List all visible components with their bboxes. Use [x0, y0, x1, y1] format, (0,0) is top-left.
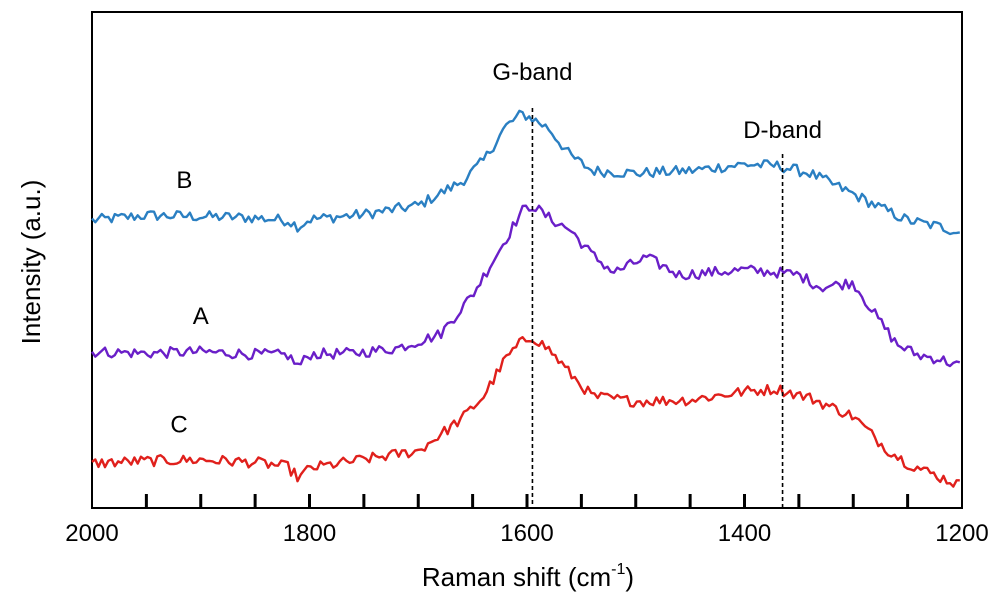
- x-tick-label: 1800: [283, 520, 336, 547]
- x-axis-label-end: ): [625, 562, 634, 592]
- plot-frame: [91, 11, 963, 509]
- x-tick-label: 1600: [500, 520, 553, 547]
- x-axis-label-main: Raman shift (cm: [422, 562, 611, 592]
- series-layer: B A C: [91, 109, 961, 488]
- x-tick-layer: 2000 1800 1600 1400 1200: [65, 494, 989, 547]
- x-axis-label: Raman shift (cm-1): [422, 561, 634, 592]
- series-line-C: [91, 336, 960, 488]
- x-tick-label: 1400: [718, 520, 771, 547]
- series-label-C: C: [170, 411, 187, 438]
- annotation-label-d-band: D-band: [743, 117, 822, 144]
- series-label-A: A: [193, 303, 209, 330]
- x-axis-label-sup: -1: [611, 561, 625, 578]
- annotation-layer: G-band D-band: [492, 59, 822, 508]
- series-label-B: B: [176, 167, 192, 194]
- series-line-A: [91, 204, 961, 368]
- x-tick-label: 2000: [65, 520, 118, 547]
- y-axis-label: Intensity (a.u.): [16, 180, 46, 345]
- x-tick-label: 1200: [935, 520, 988, 547]
- annotation-label-g-band: G-band: [492, 59, 572, 86]
- series-line-B: [91, 109, 960, 236]
